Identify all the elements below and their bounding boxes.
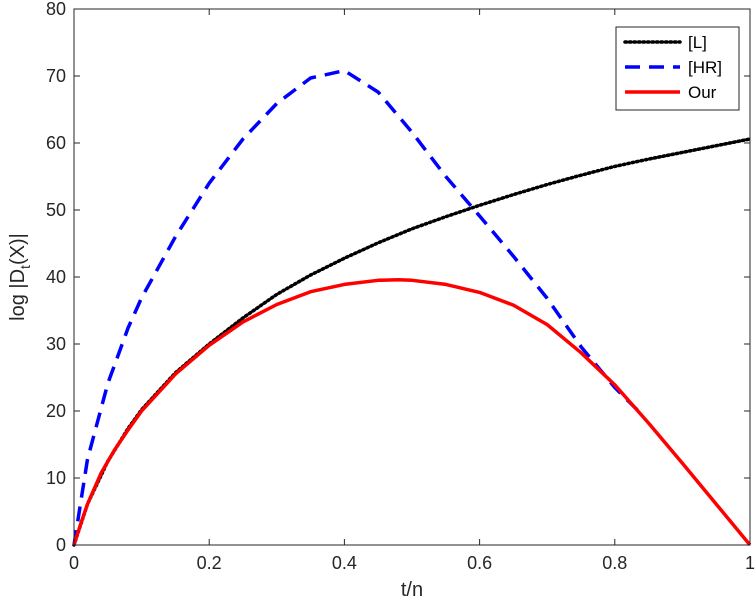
y-axis-label-end: (X)| [7, 233, 29, 265]
y-axis-label-subscript: t [17, 265, 33, 269]
series-layer [72, 68, 752, 547]
y-axis-label-main: log |D [7, 269, 29, 321]
x-tick-label: 0.6 [467, 553, 492, 573]
x-axis-label: t/n [401, 579, 423, 601]
x-tick-label: 1 [745, 553, 755, 573]
series-line-1 [72, 68, 644, 546]
legend-label-2: Our [688, 83, 717, 102]
y-tick-label: 50 [46, 200, 66, 220]
legend: [L] [HR] Our [615, 26, 740, 111]
x-tick-label: 0.2 [197, 553, 222, 573]
y-tick-label: 60 [46, 133, 66, 153]
y-tick-label: 0 [56, 535, 66, 555]
y-tick-label: 20 [46, 401, 66, 421]
y-axis-ticks: 0 10 20 30 40 50 60 70 80 [46, 0, 750, 555]
x-tick-label: 0 [69, 553, 79, 573]
legend-label-0: [L] [688, 33, 707, 52]
x-tick-label: 0.4 [332, 553, 357, 573]
y-tick-label: 30 [46, 334, 66, 354]
y-axis-label: log |Dt(X)| [7, 233, 33, 321]
x-tick-label: 0.8 [602, 553, 627, 573]
y-tick-label: 70 [46, 66, 66, 86]
x-axis-ticks: 0 0.2 0.4 0.6 0.8 1 [69, 9, 755, 573]
y-tick-label: 80 [46, 0, 66, 19]
y-tick-label: 10 [46, 468, 66, 488]
y-tick-label: 40 [46, 267, 66, 287]
legend-label-1: [HR] [688, 58, 722, 77]
series-line-2 [72, 277, 752, 547]
